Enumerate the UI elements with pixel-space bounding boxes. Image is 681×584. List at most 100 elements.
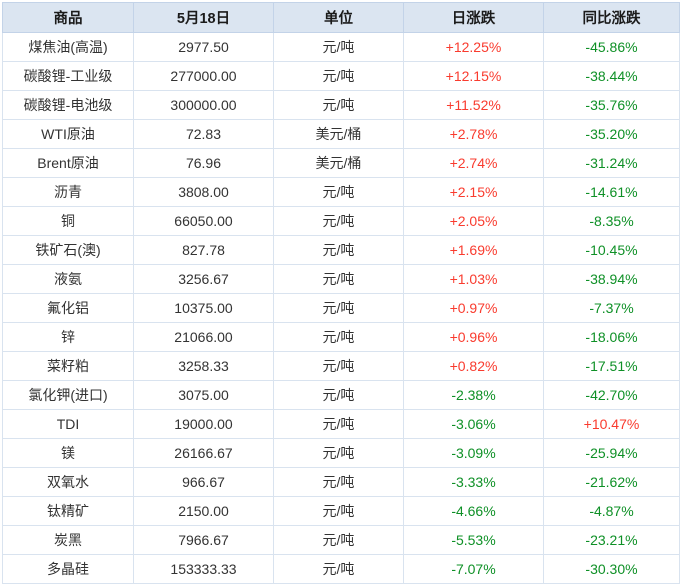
table-row: 煤焦油(高温) 2977.50 元/吨 +12.25% -45.86%	[2, 32, 680, 62]
price-cell: 26166.67	[133, 438, 274, 468]
commodity-cell: 炭黑	[2, 525, 134, 555]
commodity-cell: 碳酸锂-电池级	[2, 90, 134, 120]
yoy-change-cell: -14.61%	[543, 177, 680, 207]
yoy-change-cell: -25.94%	[543, 438, 680, 468]
daily-change-cell: +2.05%	[403, 206, 544, 236]
col-header-daily-change: 日涨跌	[403, 2, 544, 33]
yoy-change-cell: -38.94%	[543, 264, 680, 294]
commodity-cell: 碳酸锂-工业级	[2, 61, 134, 91]
yoy-change-cell: -4.87%	[543, 496, 680, 526]
unit-cell: 元/吨	[273, 438, 404, 468]
yoy-change-cell: -23.21%	[543, 525, 680, 555]
table-row: 双氧水 966.67 元/吨 -3.33% -21.62%	[2, 467, 680, 497]
commodity-cell: 多晶硅	[2, 554, 134, 584]
commodity-cell: 铁矿石(澳)	[2, 235, 134, 265]
unit-cell: 美元/桶	[273, 148, 404, 178]
col-header-commodity: 商品	[2, 2, 134, 33]
unit-cell: 元/吨	[273, 525, 404, 555]
table-row: 钛精矿 2150.00 元/吨 -4.66% -4.87%	[2, 496, 680, 526]
price-cell: 277000.00	[133, 61, 274, 91]
table-row: 氟化铝 10375.00 元/吨 +0.97% -7.37%	[2, 293, 680, 323]
yoy-change-cell: -35.76%	[543, 90, 680, 120]
yoy-change-cell: -30.30%	[543, 554, 680, 584]
unit-cell: 元/吨	[273, 90, 404, 120]
commodity-cell: TDI	[2, 409, 134, 439]
table-row: 铁矿石(澳) 827.78 元/吨 +1.69% -10.45%	[2, 235, 680, 265]
daily-change-cell: +2.74%	[403, 148, 544, 178]
daily-change-cell: +11.52%	[403, 90, 544, 120]
unit-cell: 美元/桶	[273, 119, 404, 149]
commodity-cell: 氟化铝	[2, 293, 134, 323]
table-row: 锌 21066.00 元/吨 +0.96% -18.06%	[2, 322, 680, 352]
price-cell: 153333.33	[133, 554, 274, 584]
daily-change-cell: -5.53%	[403, 525, 544, 555]
commodity-cell: 锌	[2, 322, 134, 352]
table-row: 铜 66050.00 元/吨 +2.05% -8.35%	[2, 206, 680, 236]
table-row: Brent原油 76.96 美元/桶 +2.74% -31.24%	[2, 148, 680, 178]
yoy-change-cell: +10.47%	[543, 409, 680, 439]
yoy-change-cell: -21.62%	[543, 467, 680, 497]
unit-cell: 元/吨	[273, 380, 404, 410]
yoy-change-cell: -35.20%	[543, 119, 680, 149]
daily-change-cell: -2.38%	[403, 380, 544, 410]
price-cell: 72.83	[133, 119, 274, 149]
daily-change-cell: +2.78%	[403, 119, 544, 149]
daily-change-cell: +1.69%	[403, 235, 544, 265]
unit-cell: 元/吨	[273, 496, 404, 526]
price-cell: 966.67	[133, 467, 274, 497]
unit-cell: 元/吨	[273, 409, 404, 439]
price-cell: 3075.00	[133, 380, 274, 410]
col-header-unit: 单位	[273, 2, 404, 33]
daily-change-cell: -4.66%	[403, 496, 544, 526]
commodity-cell: WTI原油	[2, 119, 134, 149]
yoy-change-cell: -45.86%	[543, 32, 680, 62]
daily-change-cell: +0.82%	[403, 351, 544, 381]
yoy-change-cell: -7.37%	[543, 293, 680, 323]
yoy-change-cell: -42.70%	[543, 380, 680, 410]
commodity-cell: 铜	[2, 206, 134, 236]
commodity-cell: 钛精矿	[2, 496, 134, 526]
price-cell: 76.96	[133, 148, 274, 178]
unit-cell: 元/吨	[273, 235, 404, 265]
commodity-cell: 双氧水	[2, 467, 134, 497]
unit-cell: 元/吨	[273, 293, 404, 323]
header-row: 商品 5月18日 单位 日涨跌 同比涨跌	[2, 2, 680, 33]
commodity-cell: 煤焦油(高温)	[2, 32, 134, 62]
daily-change-cell: +12.15%	[403, 61, 544, 91]
table-row: WTI原油 72.83 美元/桶 +2.78% -35.20%	[2, 119, 680, 149]
daily-change-cell: +0.97%	[403, 293, 544, 323]
daily-change-cell: +2.15%	[403, 177, 544, 207]
table-row: 碳酸锂-电池级 300000.00 元/吨 +11.52% -35.76%	[2, 90, 680, 120]
price-cell: 300000.00	[133, 90, 274, 120]
table-body: 煤焦油(高温) 2977.50 元/吨 +12.25% -45.86% 碳酸锂-工业级 27…	[2, 32, 680, 584]
daily-change-cell: +0.96%	[403, 322, 544, 352]
commodity-cell: 镁	[2, 438, 134, 468]
price-cell: 3256.67	[133, 264, 274, 294]
yoy-change-cell: -31.24%	[543, 148, 680, 178]
table-row: 液氨 3256.67 元/吨 +1.03% -38.94%	[2, 264, 680, 294]
unit-cell: 元/吨	[273, 177, 404, 207]
unit-cell: 元/吨	[273, 322, 404, 352]
table-header: 商品 5月18日 单位 日涨跌 同比涨跌	[2, 2, 680, 33]
commodity-cell: 菜籽粕	[2, 351, 134, 381]
col-header-date: 5月18日	[133, 2, 274, 33]
yoy-change-cell: -8.35%	[543, 206, 680, 236]
commodity-cell: Brent原油	[2, 148, 134, 178]
table-row: 沥青 3808.00 元/吨 +2.15% -14.61%	[2, 177, 680, 207]
unit-cell: 元/吨	[273, 264, 404, 294]
price-cell: 2977.50	[133, 32, 274, 62]
commodity-cell: 液氨	[2, 264, 134, 294]
unit-cell: 元/吨	[273, 206, 404, 236]
commodity-cell: 氯化钾(进口)	[2, 380, 134, 410]
yoy-change-cell: -38.44%	[543, 61, 680, 91]
daily-change-cell: -3.33%	[403, 467, 544, 497]
table-row: 炭黑 7966.67 元/吨 -5.53% -23.21%	[2, 525, 680, 555]
price-cell: 2150.00	[133, 496, 274, 526]
table-row: 菜籽粕 3258.33 元/吨 +0.82% -17.51%	[2, 351, 680, 381]
yoy-change-cell: -10.45%	[543, 235, 680, 265]
daily-change-cell: -3.09%	[403, 438, 544, 468]
unit-cell: 元/吨	[273, 467, 404, 497]
unit-cell: 元/吨	[273, 351, 404, 381]
daily-change-cell: -7.07%	[403, 554, 544, 584]
